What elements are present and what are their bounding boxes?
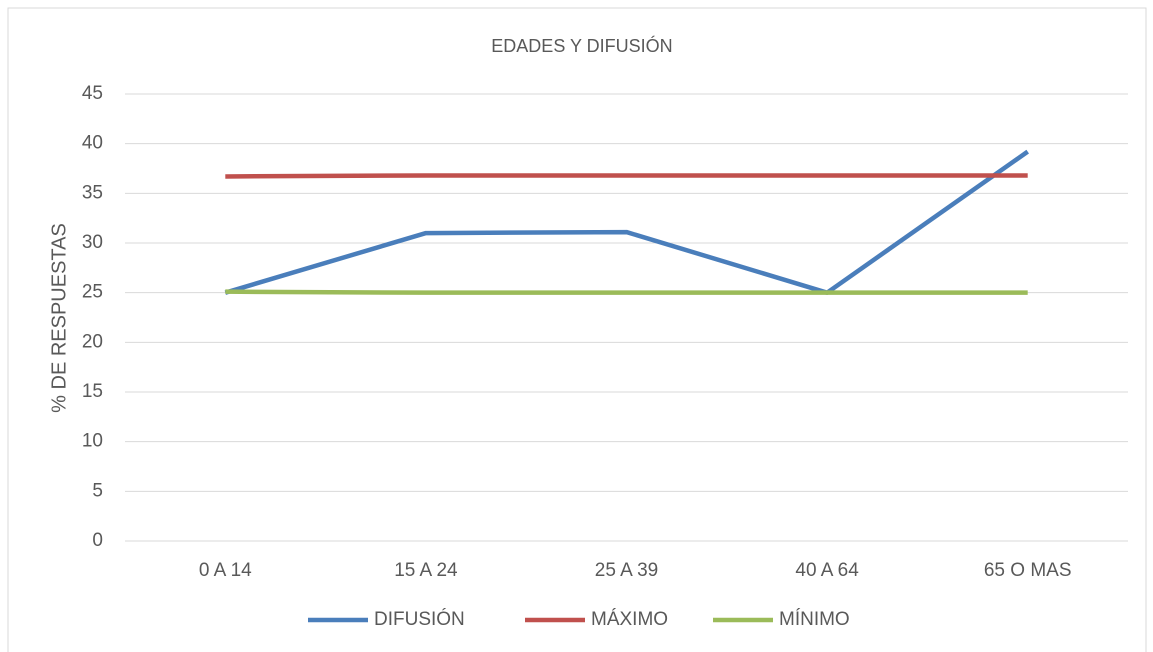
legend-label: MÍNIMO [779, 609, 850, 630]
legend-label: DIFUSIÓN [374, 608, 465, 630]
y-tick-label: 0 [92, 530, 103, 551]
x-tick-label: 65 O MAS [984, 560, 1072, 581]
y-tick-label: 10 [82, 431, 103, 452]
legend-label: MÁXIMO [591, 609, 668, 630]
y-tick-label: 40 [82, 133, 103, 154]
y-tick-label: 20 [82, 331, 103, 352]
chart-title: EDADES Y DIFUSIÓN [491, 35, 672, 56]
y-tick-label: 30 [82, 232, 103, 253]
line-series [225, 173, 1028, 179]
y-tick-label: 15 [82, 381, 103, 402]
y-tick-label: 5 [92, 480, 103, 501]
x-tick-label: 40 A 64 [795, 560, 859, 581]
x-tick-label: 0 A 14 [199, 560, 252, 581]
y-axis-label: % DE RESPUESTAS [48, 223, 70, 413]
line-series [224, 149, 1029, 295]
chart-frame [7, 7, 1147, 652]
x-tick-label: 25 A 39 [595, 560, 658, 581]
y-tick-label: 45 [82, 83, 103, 104]
line-series [225, 289, 1028, 295]
x-tick-label: 15 A 24 [394, 560, 458, 581]
y-tick-label: 25 [82, 282, 103, 303]
y-tick-label: 35 [82, 182, 103, 203]
